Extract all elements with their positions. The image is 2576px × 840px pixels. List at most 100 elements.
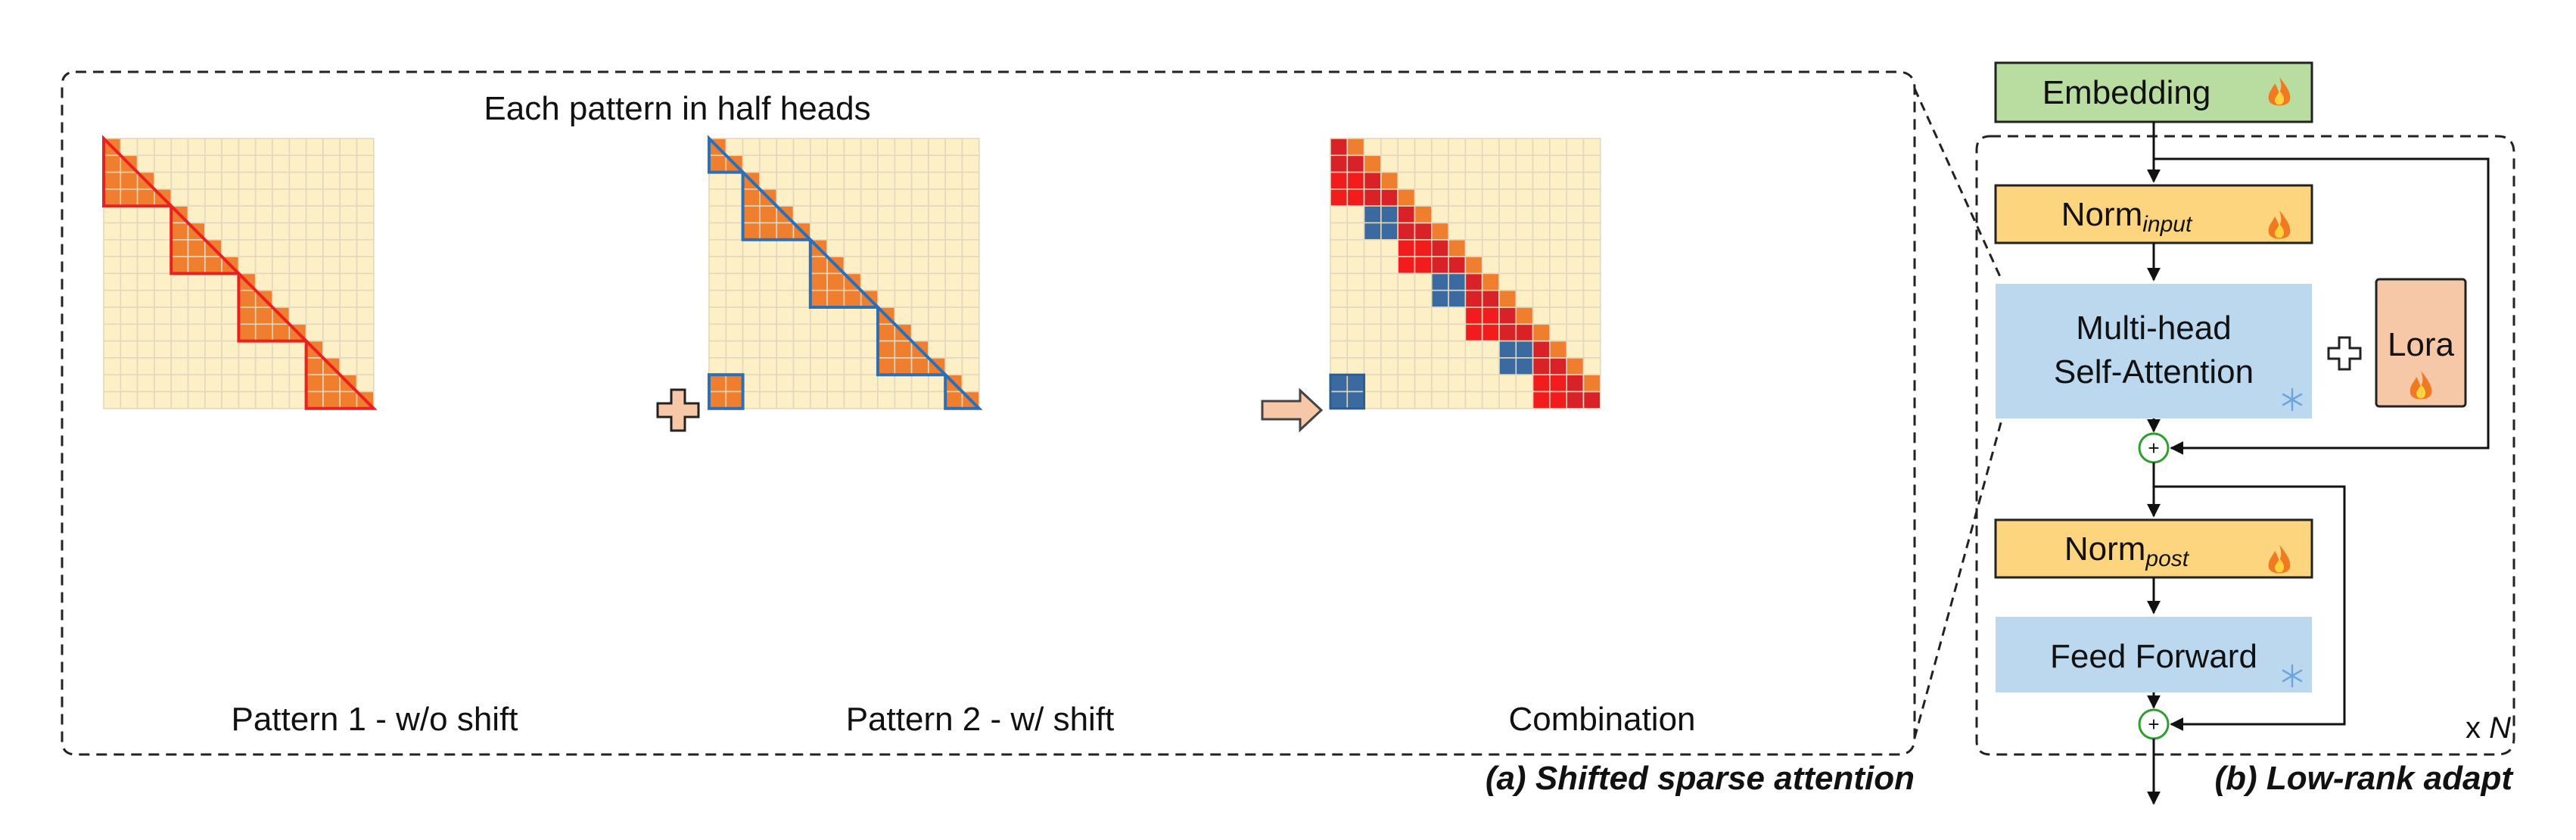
attention-cell: [1549, 357, 1568, 375]
attention-cell: [221, 238, 240, 257]
arrow-to-combination: [1261, 387, 1324, 433]
attention-cell: [725, 171, 744, 190]
attention-cell: [339, 289, 358, 308]
attention-cell: [1380, 390, 1399, 409]
attention-cell: [1498, 171, 1517, 190]
attention-cell: [305, 323, 324, 342]
attention-cell: [154, 340, 172, 359]
attention-cell: [928, 256, 947, 275]
attention-cell: [826, 374, 845, 393]
attention-cell: [170, 238, 189, 257]
lora-label: Lora: [2388, 326, 2455, 363]
attention-cell: [305, 205, 324, 224]
attention-cell: [1549, 323, 1568, 342]
attention-cell: [843, 188, 862, 207]
attention-cell: [1532, 272, 1551, 291]
attention-cell: [288, 222, 307, 241]
attention-cell: [187, 374, 206, 393]
attention-cell: [759, 374, 778, 393]
attention-cell: [1549, 154, 1568, 173]
attention-cell: [1549, 374, 1568, 393]
attention-cell: [272, 256, 291, 275]
attention-cell: [792, 138, 811, 157]
attention-cell: [1414, 289, 1433, 308]
attention-cell: [170, 357, 189, 375]
attention-cell: [170, 272, 189, 291]
attention-cell: [928, 205, 947, 224]
attention-cell: [204, 256, 222, 275]
attention-cell: [339, 272, 358, 291]
attention-cell: [843, 256, 862, 275]
attention-cell: [776, 289, 795, 308]
attention-cell: [1346, 138, 1365, 157]
attention-cell: [221, 390, 240, 409]
attention-cell: [708, 323, 727, 342]
attention-cell: [792, 374, 811, 393]
attention-cell: [894, 205, 913, 224]
attention-cell: [120, 357, 138, 375]
attention-cell: [1532, 256, 1551, 275]
attention-cell: [1346, 374, 1365, 393]
attention-cell: [725, 357, 744, 375]
attention-cell: [1498, 272, 1517, 291]
plus-symbol: [656, 388, 700, 432]
attention-cell: [120, 138, 138, 157]
attention-cell: [103, 188, 122, 207]
attention-cell: [725, 205, 744, 224]
attention-cell: [1582, 238, 1601, 257]
attention-cell: [826, 340, 845, 359]
attention-cell: [1363, 256, 1382, 275]
attention-cell: [288, 238, 307, 257]
attention-cell: [1346, 222, 1365, 241]
attention-cell: [708, 171, 727, 190]
attention-cell: [725, 188, 744, 207]
attention-cell: [1582, 357, 1601, 375]
attention-cell: [742, 390, 761, 409]
pattern1-label: Pattern 1 - w/o shift: [231, 701, 518, 738]
attention-cell: [759, 390, 778, 409]
attention-cell: [1363, 390, 1382, 409]
attention-cell: [339, 323, 358, 342]
attention-cell: [894, 154, 913, 173]
attention-cell: [1330, 171, 1349, 190]
attention-cell: [1397, 340, 1416, 359]
attention-cell: [238, 138, 257, 157]
attention-cell: [136, 205, 155, 224]
attention-cell: [928, 188, 947, 207]
attention-cell: [826, 154, 845, 173]
attention-cell: [322, 171, 341, 190]
attention-cell: [1498, 238, 1517, 257]
attention-cell: [187, 390, 206, 409]
attention-cell: [894, 238, 913, 257]
attention-cell: [272, 154, 291, 173]
attention-cell: [254, 323, 273, 342]
attention-cell: [204, 205, 222, 224]
attention-cell: [961, 138, 980, 157]
attention-cell: [708, 256, 727, 275]
attention-cell: [843, 323, 862, 342]
attention-cell: [1448, 154, 1467, 173]
attention-cell: [826, 272, 845, 291]
attention-cell: [103, 272, 122, 291]
attention-cell: [1448, 205, 1467, 224]
attention-cell: [356, 138, 375, 157]
attention-cell: [1549, 272, 1568, 291]
attention-cell: [1363, 188, 1382, 207]
panel-a-border: [61, 70, 1916, 756]
attention-cell: [910, 323, 929, 342]
attention-cell: [877, 289, 896, 308]
attention-cell: [860, 171, 879, 190]
attention-cell: [1532, 138, 1551, 157]
attention-cell: [1498, 205, 1517, 224]
attention-cell: [356, 323, 375, 342]
attention-cell: [776, 256, 795, 275]
attention-cell: [961, 357, 980, 375]
attention-cell: [1380, 256, 1399, 275]
attention-cell: [1397, 357, 1416, 375]
attention-cell: [254, 272, 273, 291]
attention-cell: [1448, 289, 1467, 308]
attention-cell: [120, 323, 138, 342]
attention-cell: [1431, 188, 1449, 207]
attention-cell: [322, 154, 341, 173]
attention-cell: [136, 306, 155, 325]
